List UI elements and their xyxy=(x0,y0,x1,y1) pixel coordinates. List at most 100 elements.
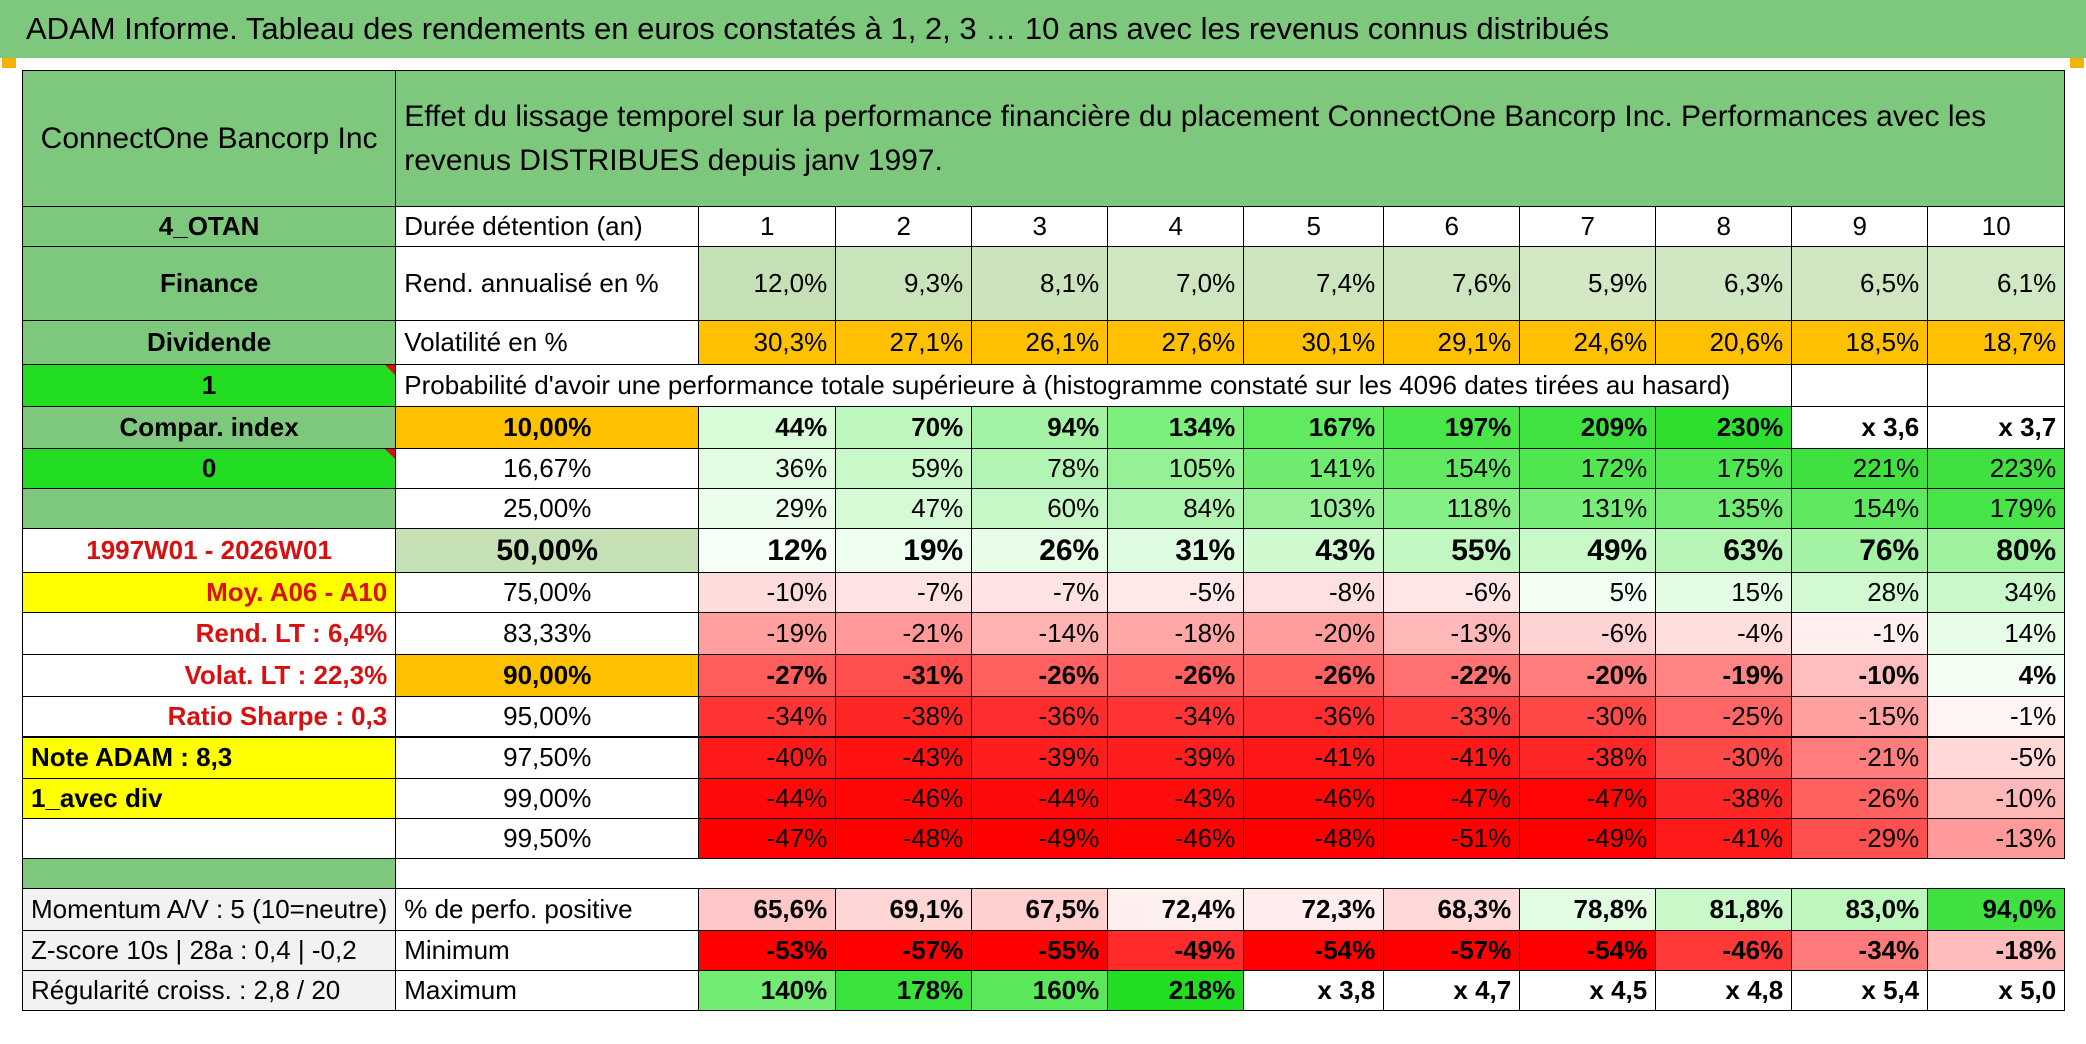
value-cell: 1 xyxy=(698,206,837,247)
value-cell: -41% xyxy=(1383,736,1521,779)
percentile-label: 50,00% xyxy=(395,528,700,573)
value-cell: -5% xyxy=(1107,572,1245,613)
value-cell: -36% xyxy=(1243,696,1385,738)
value-cell: -10% xyxy=(1927,778,2066,819)
row-label: % de perfo. positive xyxy=(395,888,700,931)
value-cell: 47% xyxy=(835,488,973,529)
value-cell: 140% xyxy=(698,970,837,1011)
value-cell: 31% xyxy=(1107,528,1245,573)
value-cell: 5,9% xyxy=(1519,246,1657,321)
value-cell: 63% xyxy=(1655,528,1793,573)
value-cell: 30,1% xyxy=(1243,320,1385,365)
table-row: Volat. LT : 22,3% 90,00% -27% -31% -26% -26% -… xyxy=(21,654,2066,697)
value-cell: -39% xyxy=(971,736,1109,779)
table-row: Régularité croiss. : 2,8 / 20 Maximum 140%… xyxy=(21,970,2066,1011)
value-cell: -34% xyxy=(1791,930,1929,971)
percentile-label: 10,00% xyxy=(395,406,700,449)
left-info-cell: Compar. index xyxy=(21,406,397,449)
value-cell: -15% xyxy=(1791,696,1929,738)
flag-value: 1 xyxy=(21,364,397,407)
value-cell: 6 xyxy=(1383,206,1521,247)
value-cell: 6,1% xyxy=(1927,246,2066,321)
value-cell: -38% xyxy=(1655,778,1793,819)
value-cell: x 3,8 xyxy=(1243,970,1385,1011)
value-cell: 27,1% xyxy=(835,320,973,365)
value-cell: 134% xyxy=(1107,406,1245,449)
sector-label: Finance xyxy=(21,246,397,321)
value-cell: 105% xyxy=(1107,448,1245,489)
value-cell: -48% xyxy=(835,818,973,859)
value-cell: 78,8% xyxy=(1519,888,1657,931)
value-cell: -39% xyxy=(1107,736,1245,779)
value-cell: -46% xyxy=(1655,930,1793,971)
left-info-cell: Note ADAM : 8,3 xyxy=(21,736,397,779)
value-cell: 76% xyxy=(1791,528,1929,573)
value-cell: x 4,8 xyxy=(1655,970,1793,1011)
value-cell: -26% xyxy=(1791,778,1929,819)
value-cell: x 4,7 xyxy=(1383,970,1521,1011)
code-label: 4_OTAN xyxy=(21,206,397,247)
value-cell: -21% xyxy=(835,612,973,655)
value-cell: 15% xyxy=(1655,572,1793,613)
value-cell: -49% xyxy=(1107,930,1245,971)
value-cell: -46% xyxy=(1243,778,1385,819)
value-cell: 160% xyxy=(971,970,1109,1011)
value-cell: 65,6% xyxy=(698,888,837,931)
value-cell: 36% xyxy=(698,448,837,489)
value-cell: 34% xyxy=(1927,572,2066,613)
left-corner-marker xyxy=(2,58,16,68)
percentile-label: 97,50% xyxy=(395,736,700,779)
left-info-cell: 1_avec div xyxy=(21,778,397,819)
value-cell: x 3,7 xyxy=(1927,406,2066,449)
returns-table: ConnectOne Bancorp Inc Effet du lissage t… xyxy=(21,70,2066,1011)
left-info-cell xyxy=(21,488,397,529)
value-cell: 78% xyxy=(971,448,1109,489)
value-cell: 18,7% xyxy=(1927,320,2066,365)
value-cell: 154% xyxy=(1383,448,1521,489)
value-cell: 83,0% xyxy=(1791,888,1929,931)
left-info-cell: 0 xyxy=(21,448,397,489)
right-corner-marker xyxy=(2070,58,2084,68)
value-cell: -20% xyxy=(1243,612,1385,655)
percentile-label: 83,33% xyxy=(395,612,700,655)
value-cell: 7,4% xyxy=(1243,246,1385,321)
value-cell: -25% xyxy=(1655,696,1793,738)
value-cell: 84% xyxy=(1107,488,1245,529)
value-cell: 6,5% xyxy=(1791,246,1929,321)
value-cell: 223% xyxy=(1927,448,2066,489)
value-cell: 28% xyxy=(1791,572,1929,613)
value-cell: 26% xyxy=(971,528,1109,573)
value-cell: -4% xyxy=(1655,612,1793,655)
value-cell: -34% xyxy=(698,696,837,738)
value-cell: -10% xyxy=(698,572,837,613)
value-cell: 209% xyxy=(1519,406,1657,449)
value-cell: -47% xyxy=(1519,778,1657,819)
value-cell: -13% xyxy=(1383,612,1521,655)
value-cell: -41% xyxy=(1655,818,1793,859)
value-cell: -19% xyxy=(698,612,837,655)
value-cell: -55% xyxy=(971,930,1109,971)
percentile-label: 75,00% xyxy=(395,572,700,613)
value-cell: 69,1% xyxy=(835,888,973,931)
value-cell: -10% xyxy=(1791,654,1929,697)
value-cell: -49% xyxy=(971,818,1109,859)
value-cell: 167% xyxy=(1243,406,1385,449)
percentile-label: 99,00% xyxy=(395,778,700,819)
value-cell: 68,3% xyxy=(1383,888,1521,931)
value-cell: -48% xyxy=(1243,818,1385,859)
value-cell: 80% xyxy=(1927,528,2066,573)
value-cell: 10 xyxy=(1927,206,2066,247)
value-cell: -54% xyxy=(1243,930,1385,971)
value-cell: x 3,6 xyxy=(1791,406,1929,449)
value-cell: -13% xyxy=(1927,818,2066,859)
value-cell: 5 xyxy=(1243,206,1385,247)
value-cell: x 4,5 xyxy=(1519,970,1657,1011)
value-cell: 9,3% xyxy=(835,246,973,321)
value-cell: 9 xyxy=(1791,206,1929,247)
value-cell: 20,6% xyxy=(1655,320,1793,365)
value-cell: 19% xyxy=(835,528,973,573)
value-cell: -22% xyxy=(1383,654,1521,697)
value-cell: 29% xyxy=(698,488,837,529)
percentile-label: 95,00% xyxy=(395,696,700,738)
value-cell: -43% xyxy=(835,736,973,779)
